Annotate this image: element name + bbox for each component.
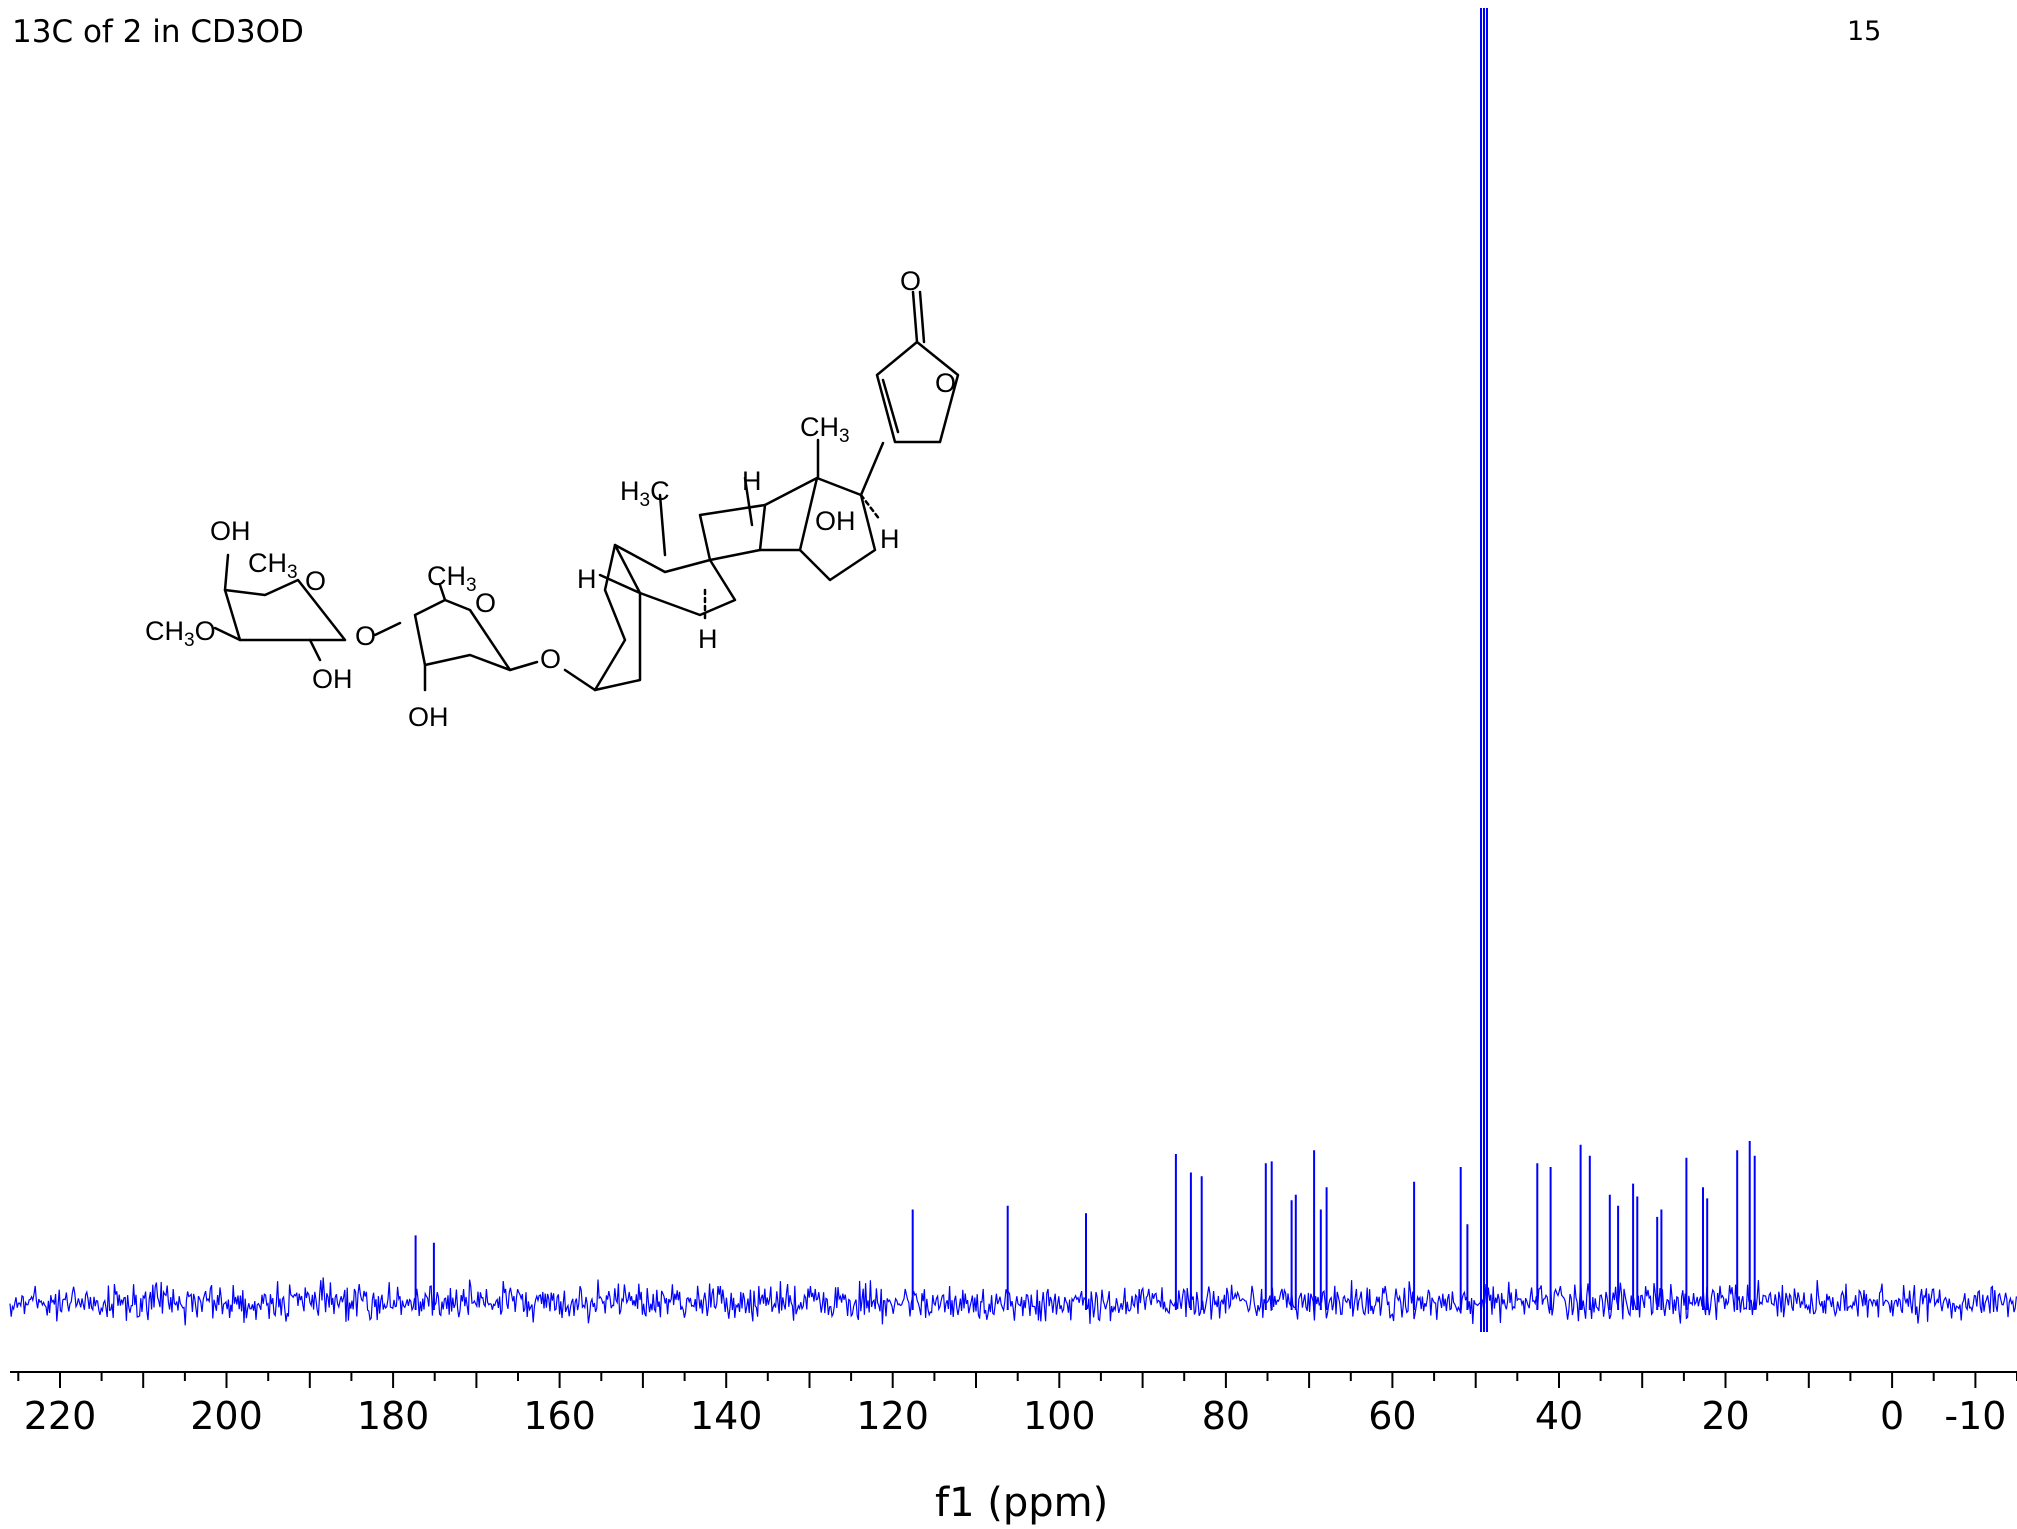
baseline-noise (9, 1277, 2017, 1326)
label-h-a: H (742, 466, 762, 496)
label-oh-ring: OH (815, 506, 856, 536)
c-ring-2 (698, 503, 767, 562)
link-o2-bond-2 (508, 660, 539, 672)
och3-subscript: 3 (184, 630, 195, 651)
d-ring (798, 476, 877, 582)
label-ch3-top: CH3 (800, 412, 850, 447)
sugar1-oh-top-bond (223, 553, 230, 592)
tick-label-140: 140 (690, 1394, 763, 1438)
sugar1-oh-bottom-bond (308, 638, 322, 662)
baseline-noise-trace (9, 1277, 2017, 1326)
label-h-b: H (698, 624, 718, 654)
tick-label-120: 120 (856, 1394, 929, 1438)
tick-label-220: 220 (24, 1394, 97, 1438)
h-a-bond (743, 476, 754, 527)
label-ring-o-sugar1: O (305, 566, 326, 596)
ch3-top-subscript: 3 (839, 426, 850, 447)
label-oh-sugar1-bottom: OH (312, 664, 353, 694)
h3c-c: C (650, 476, 670, 506)
tick-label-100: 100 (1023, 1394, 1096, 1438)
h3c-h: H (620, 476, 640, 506)
sugar2-ch3-bond (438, 583, 447, 602)
h-c-bond (598, 573, 642, 595)
sugar1-ring (223, 578, 347, 642)
label-och3: CH3O (145, 616, 216, 651)
page-label: 15 (1847, 16, 1882, 47)
tick-label-20: 20 (1701, 1394, 1749, 1438)
tick-label-80: 80 (1202, 1394, 1250, 1438)
ch3-sugar1-subscript: 3 (287, 562, 298, 583)
ch3-top-text: CH (800, 412, 839, 442)
ch3-sugar2-text: CH (427, 561, 466, 591)
h-d-bond (859, 493, 882, 522)
sugar1-och3-bond (213, 626, 242, 642)
label-h3c-mid: H3C (620, 476, 670, 511)
och3-o: O (195, 616, 216, 646)
spectrum-peaks (414, 8, 1756, 1332)
carbonyl-bond-2 (918, 290, 926, 344)
chemical-structure (213, 290, 960, 692)
label-carbonyl-o: O (900, 266, 921, 296)
label-oh-sugar2: OH (408, 702, 449, 732)
a-ring (593, 543, 642, 692)
label-ch3-sugar2: CH3 (427, 561, 477, 596)
label-link-o1: O (355, 621, 376, 651)
tick-label-160: 160 (523, 1394, 596, 1438)
carbonyl-bond (911, 290, 919, 344)
label-ring-o-sugar2: O (475, 588, 496, 618)
och3-ch: CH (145, 616, 184, 646)
tick-label-0: 0 (1880, 1394, 1904, 1438)
label-oh-sugar1-top: OH (210, 516, 251, 546)
lactone-ring (875, 340, 960, 444)
label-lactone-o: O (935, 368, 956, 398)
tick-label-60: 60 (1368, 1394, 1416, 1438)
tick-label-200: 200 (190, 1394, 263, 1438)
lactone-to-d-ring (859, 441, 885, 497)
h3c-mid-bond (658, 493, 667, 557)
link-o1-bond (373, 621, 402, 637)
ch3-sugar1-text: CH (248, 548, 287, 578)
tick-label-180: 180 (357, 1394, 430, 1438)
structure-labels: O O CH3 H3C H H H H OH OH CH3 O CH3O OH … (145, 266, 956, 732)
label-link-o2: O (540, 644, 561, 674)
label-ch3-sugar1: CH3 (248, 548, 298, 583)
h3c-subscript: 3 (640, 490, 651, 511)
c-ring (758, 476, 819, 552)
b-ring (613, 543, 737, 617)
tick-label-40: 40 (1535, 1394, 1583, 1438)
ch3-sugar2-subscript: 3 (466, 575, 477, 596)
label-h-d: H (880, 524, 900, 554)
x-axis: 220 200 180 160 140 120 100 80 60 40 20 0 -10 (10, 1371, 2017, 1438)
label-h-c: H (577, 564, 597, 594)
x-axis-label: f1 (ppm) (935, 1480, 1109, 1526)
link-o2-bond-1 (563, 668, 597, 692)
chart-title: 13C of 2 in CD3OD (12, 14, 304, 50)
tick-label--10: -10 (1944, 1394, 2006, 1438)
lactone-double-bond (881, 378, 900, 434)
